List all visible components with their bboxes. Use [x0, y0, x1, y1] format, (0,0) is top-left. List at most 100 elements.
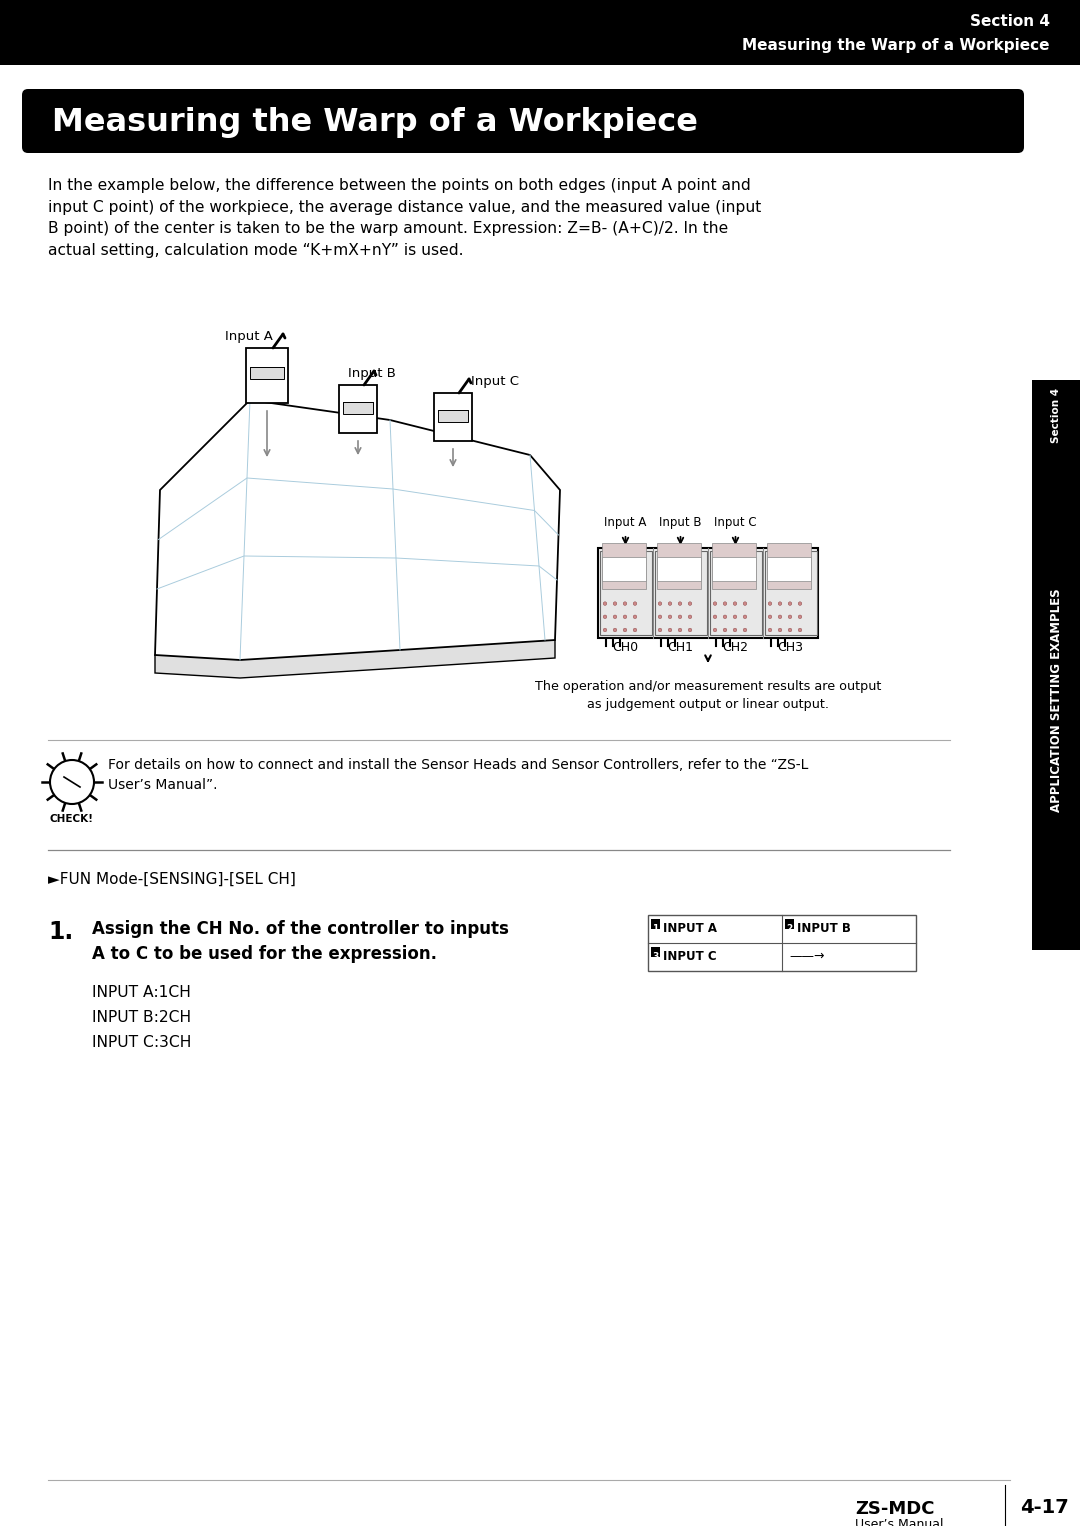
- Bar: [1032, 380, 1080, 450]
- Bar: [343, 401, 373, 414]
- Circle shape: [743, 615, 746, 618]
- Circle shape: [688, 629, 692, 632]
- Bar: [710, 551, 761, 635]
- Circle shape: [658, 601, 662, 606]
- Text: CHECK!: CHECK!: [50, 813, 94, 824]
- Text: INPUT C: INPUT C: [663, 951, 717, 963]
- Circle shape: [613, 615, 617, 618]
- Text: Section 4: Section 4: [1051, 388, 1061, 443]
- Circle shape: [779, 629, 782, 632]
- Text: The operation and/or measurement results are output
as judgement output or linea: The operation and/or measurement results…: [535, 681, 881, 711]
- Circle shape: [669, 629, 672, 632]
- Circle shape: [713, 601, 717, 606]
- Circle shape: [768, 629, 772, 632]
- Bar: [438, 410, 468, 421]
- Circle shape: [604, 615, 607, 618]
- Circle shape: [788, 629, 792, 632]
- Bar: [602, 543, 646, 589]
- Bar: [765, 551, 816, 635]
- Circle shape: [50, 760, 94, 804]
- FancyBboxPatch shape: [22, 89, 1024, 153]
- Text: 1: 1: [652, 925, 659, 932]
- Bar: [767, 557, 811, 580]
- Text: Input C: Input C: [471, 375, 519, 388]
- Text: INPUT A: INPUT A: [663, 922, 717, 935]
- Bar: [648, 916, 916, 971]
- Bar: [657, 543, 701, 589]
- Circle shape: [688, 615, 692, 618]
- Text: Measuring the Warp of a Workpiece: Measuring the Warp of a Workpiece: [743, 38, 1050, 53]
- Circle shape: [724, 629, 727, 632]
- Circle shape: [713, 615, 717, 618]
- Circle shape: [658, 615, 662, 618]
- Text: User’s Manual: User’s Manual: [855, 1518, 944, 1526]
- Circle shape: [779, 615, 782, 618]
- Text: Input A: Input A: [225, 330, 273, 343]
- Text: INPUT A:1CH
INPUT B:2CH
INPUT C:3CH: INPUT A:1CH INPUT B:2CH INPUT C:3CH: [92, 984, 191, 1050]
- Circle shape: [633, 629, 637, 632]
- Circle shape: [658, 629, 662, 632]
- Circle shape: [713, 629, 717, 632]
- Circle shape: [688, 601, 692, 606]
- Bar: [654, 551, 706, 635]
- Circle shape: [724, 615, 727, 618]
- Bar: [0, 0, 1080, 66]
- Text: CH2: CH2: [723, 641, 748, 655]
- Circle shape: [613, 601, 617, 606]
- Bar: [651, 919, 660, 929]
- Text: CH3: CH3: [778, 641, 804, 655]
- Circle shape: [669, 615, 672, 618]
- Circle shape: [743, 601, 746, 606]
- Circle shape: [623, 615, 626, 618]
- Bar: [651, 948, 660, 957]
- Circle shape: [768, 601, 772, 606]
- Circle shape: [724, 601, 727, 606]
- Circle shape: [633, 615, 637, 618]
- Bar: [657, 557, 701, 580]
- Bar: [712, 543, 756, 589]
- Text: 3: 3: [652, 952, 659, 961]
- Text: Assign the CH No. of the controller to inputs
A to C to be used for the expressi: Assign the CH No. of the controller to i…: [92, 920, 509, 963]
- Circle shape: [604, 601, 607, 606]
- Text: Input B: Input B: [348, 366, 396, 380]
- Circle shape: [733, 629, 737, 632]
- Circle shape: [604, 629, 607, 632]
- Bar: [602, 557, 646, 580]
- Polygon shape: [156, 400, 561, 661]
- Bar: [599, 551, 651, 635]
- Circle shape: [669, 601, 672, 606]
- Circle shape: [678, 615, 681, 618]
- Text: In the example below, the difference between the points on both edges (input A p: In the example below, the difference bet…: [48, 179, 761, 258]
- Bar: [785, 919, 794, 929]
- Text: Input A: Input A: [605, 516, 647, 530]
- Circle shape: [678, 601, 681, 606]
- Bar: [434, 394, 472, 441]
- Text: INPUT B: INPUT B: [797, 922, 851, 935]
- Text: 1.: 1.: [48, 920, 73, 945]
- Bar: [598, 548, 818, 638]
- Text: ZS-MDC: ZS-MDC: [855, 1500, 934, 1518]
- Text: ►FUN Mode-[SENSING]-[SEL CH]: ►FUN Mode-[SENSING]-[SEL CH]: [48, 871, 296, 887]
- Bar: [339, 385, 377, 433]
- Circle shape: [613, 629, 617, 632]
- Bar: [712, 557, 756, 580]
- Circle shape: [678, 629, 681, 632]
- Bar: [249, 368, 284, 380]
- Bar: [767, 543, 811, 589]
- Text: Section 4: Section 4: [970, 14, 1050, 29]
- Text: APPLICATION SETTING EXAMPLES: APPLICATION SETTING EXAMPLES: [1050, 588, 1063, 812]
- Circle shape: [743, 629, 746, 632]
- Text: ——→: ——→: [789, 951, 824, 963]
- Circle shape: [788, 615, 792, 618]
- Bar: [1032, 450, 1080, 951]
- Text: Input B: Input B: [659, 516, 702, 530]
- Circle shape: [798, 601, 801, 606]
- Circle shape: [768, 615, 772, 618]
- Text: 4-17: 4-17: [1020, 1499, 1069, 1517]
- Text: CH1: CH1: [667, 641, 693, 655]
- Circle shape: [623, 601, 626, 606]
- Circle shape: [623, 629, 626, 632]
- Circle shape: [779, 601, 782, 606]
- Circle shape: [633, 601, 637, 606]
- Text: Measuring the Warp of a Workpiece: Measuring the Warp of a Workpiece: [52, 107, 698, 137]
